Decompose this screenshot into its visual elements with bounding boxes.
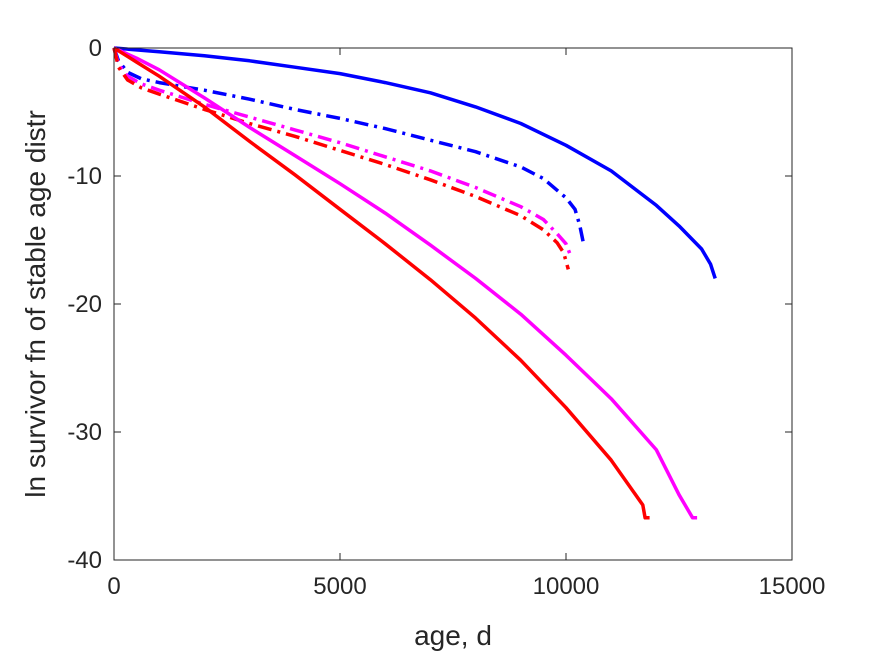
y-tick-label: 0 (89, 35, 102, 62)
series-line-4 (112, 47, 570, 270)
x-tick-label: 10000 (533, 573, 600, 600)
y-tick-label: -30 (67, 419, 102, 446)
series-line-2 (112, 47, 586, 247)
series-line-3 (112, 47, 573, 257)
y-tick-label: -20 (67, 291, 102, 318)
x-tick-label: 15000 (759, 573, 826, 600)
series-line-6 (113, 46, 650, 520)
y-tick-label: -10 (67, 163, 102, 190)
x-tick-label: 0 (107, 573, 120, 600)
x-axis-label: age, d (414, 620, 492, 651)
y-tick-label: -40 (67, 547, 102, 574)
series-layer (112, 46, 717, 520)
x-tick-label: 5000 (313, 573, 366, 600)
tick-layer: 0 5000 10000 15000 -40 -30 -20 -10 0 (67, 35, 825, 600)
series-line-5 (113, 46, 698, 520)
y-axis-label: ln survivor fn of stable age distr (20, 110, 51, 498)
series-line-1 (113, 46, 717, 279)
